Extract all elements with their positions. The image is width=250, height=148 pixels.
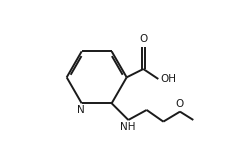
Text: OH: OH [160,74,176,84]
Text: NH: NH [120,122,135,132]
Text: O: O [139,34,147,44]
Text: N: N [77,105,85,115]
Text: O: O [176,99,184,109]
